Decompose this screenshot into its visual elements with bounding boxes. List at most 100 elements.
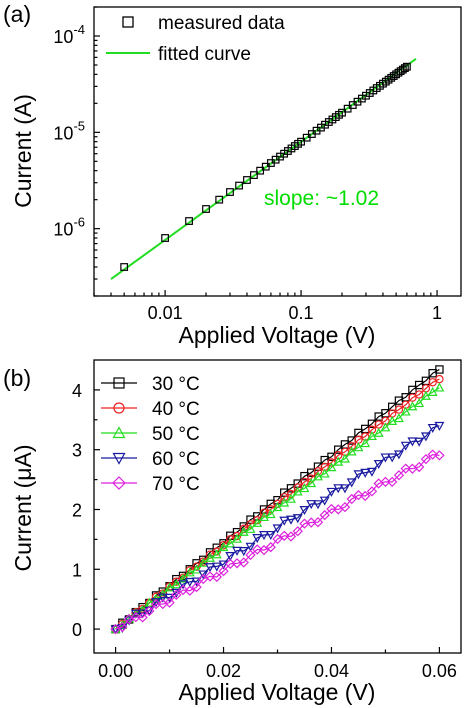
- series-2-point: [326, 462, 337, 472]
- series-3-point: [272, 524, 283, 534]
- legend-label-0: 30 °C: [152, 374, 200, 395]
- measured-data-point: [226, 188, 234, 196]
- series-3-point: [353, 470, 364, 480]
- series-2-point: [238, 526, 249, 536]
- legend-marker-1: [113, 402, 125, 414]
- series-2-point: [400, 406, 411, 416]
- series-3-point: [184, 577, 195, 587]
- series-1-point: [313, 466, 323, 476]
- series-4-point: [218, 565, 229, 577]
- legend-marker-3: [112, 452, 126, 465]
- series-2-point: [427, 386, 438, 396]
- series-1-point: [259, 508, 269, 518]
- y-tick-label: 2: [72, 500, 82, 520]
- series-4-point: [366, 486, 378, 497]
- measured-data-point: [161, 234, 169, 242]
- series-3-point: [157, 593, 168, 603]
- series-4-point: [184, 585, 195, 596]
- series-4-point: [177, 584, 189, 596]
- series-4-point: [353, 489, 364, 501]
- legend-label-fitted-curve: fitted curve: [158, 44, 251, 65]
- series-2-point: [292, 486, 303, 496]
- series-3-point: [373, 459, 384, 470]
- series-3-point: [434, 421, 445, 431]
- series-3-point: [326, 487, 337, 497]
- series-3-point: [380, 453, 391, 463]
- x-tick-label: 1: [432, 303, 442, 323]
- series-4-point: [211, 571, 222, 583]
- panel-b-legend: 30 °C 40 °C 50 °C 60 °C 70 °C: [101, 374, 200, 495]
- series-3-point: [211, 562, 222, 572]
- series-2-point: [360, 438, 371, 448]
- series-3-point: [299, 506, 310, 516]
- series-4-point: [434, 450, 445, 461]
- series-3-point: [238, 547, 249, 557]
- legend-label-4: 70 °C: [152, 474, 200, 495]
- series-3-point: [366, 467, 377, 477]
- series-2-point: [286, 493, 296, 503]
- series-2-point: [407, 401, 418, 411]
- measured-data-point: [402, 62, 411, 71]
- series-3-point: [130, 609, 141, 619]
- series-line-4: [115, 453, 440, 630]
- legend-label-measured-data: measured data: [158, 13, 285, 34]
- x-tick-label: 0.1: [289, 303, 314, 323]
- series-3-point: [414, 437, 425, 447]
- measured-data-point: [297, 137, 305, 146]
- panel-b-x-axis-title: Applied Voltage (V): [179, 679, 376, 705]
- series-4-point: [164, 597, 175, 608]
- series-2-point: [259, 512, 269, 522]
- panel-a-ticks: 0.01 0.1 1 10-6 10-5 10-4: [53, 6, 442, 323]
- series-0-point: [435, 365, 444, 374]
- panel-b-label: (b): [3, 365, 31, 391]
- series-4-point: [319, 509, 330, 521]
- series-2-point: [373, 427, 384, 437]
- series-4-point: [380, 476, 391, 487]
- series-2-point: [393, 413, 404, 423]
- series-4-point: [387, 476, 398, 488]
- series-2-point: [211, 549, 222, 559]
- legend-label-1: 40 °C: [152, 399, 200, 420]
- panel-b-y-axis-title: Current (μA): [10, 445, 36, 572]
- series-3-point: [393, 450, 404, 460]
- series-4-point: [312, 517, 324, 528]
- measured-data-point: [256, 166, 265, 175]
- series-1-point: [347, 441, 356, 451]
- series-3-point: [245, 542, 256, 552]
- measured-data-point: [338, 108, 346, 117]
- series-4-point: [427, 449, 438, 460]
- series-2-point: [164, 582, 175, 592]
- series-4-point: [420, 453, 432, 465]
- series-4-point: [252, 544, 263, 555]
- series-3-point: [400, 441, 411, 451]
- panel-a-chart: (a) 0.01 0.1 1 10-6 10-5 10-4 Applied Voltage…: [3, 1, 462, 348]
- series-2-point: [380, 422, 391, 432]
- series-4-point: [171, 589, 182, 600]
- series-2-point: [218, 542, 229, 552]
- series-3-point: [191, 577, 202, 587]
- panel-a-legend: measured data fitted curve: [106, 13, 285, 65]
- series-4-point: [279, 530, 290, 541]
- series-3-point: [164, 593, 175, 603]
- series-3-point: [387, 453, 398, 463]
- series-2-point: [333, 456, 344, 466]
- panel-a-label: (a): [3, 1, 31, 27]
- legend-marker-4: [112, 476, 126, 490]
- x-tick-label: 0.00: [98, 661, 133, 681]
- y-tick-label: 4: [72, 381, 82, 401]
- panel-a-plot-area: [110, 57, 417, 280]
- series-4-point: [245, 549, 256, 561]
- series-4-point: [400, 463, 411, 474]
- series-2-point: [205, 552, 216, 562]
- series-2-point: [232, 533, 242, 543]
- series-4-point: [272, 533, 283, 545]
- series-1-point: [232, 531, 242, 541]
- series-3-point: [319, 496, 330, 506]
- legend-label-2: 50 °C: [152, 424, 200, 445]
- series-2-point: [225, 538, 236, 548]
- series-3-point: [218, 560, 229, 570]
- series-3-point: [313, 500, 323, 510]
- series-3-point: [407, 437, 418, 447]
- series-4-point: [265, 541, 276, 553]
- series-2-point: [171, 579, 182, 589]
